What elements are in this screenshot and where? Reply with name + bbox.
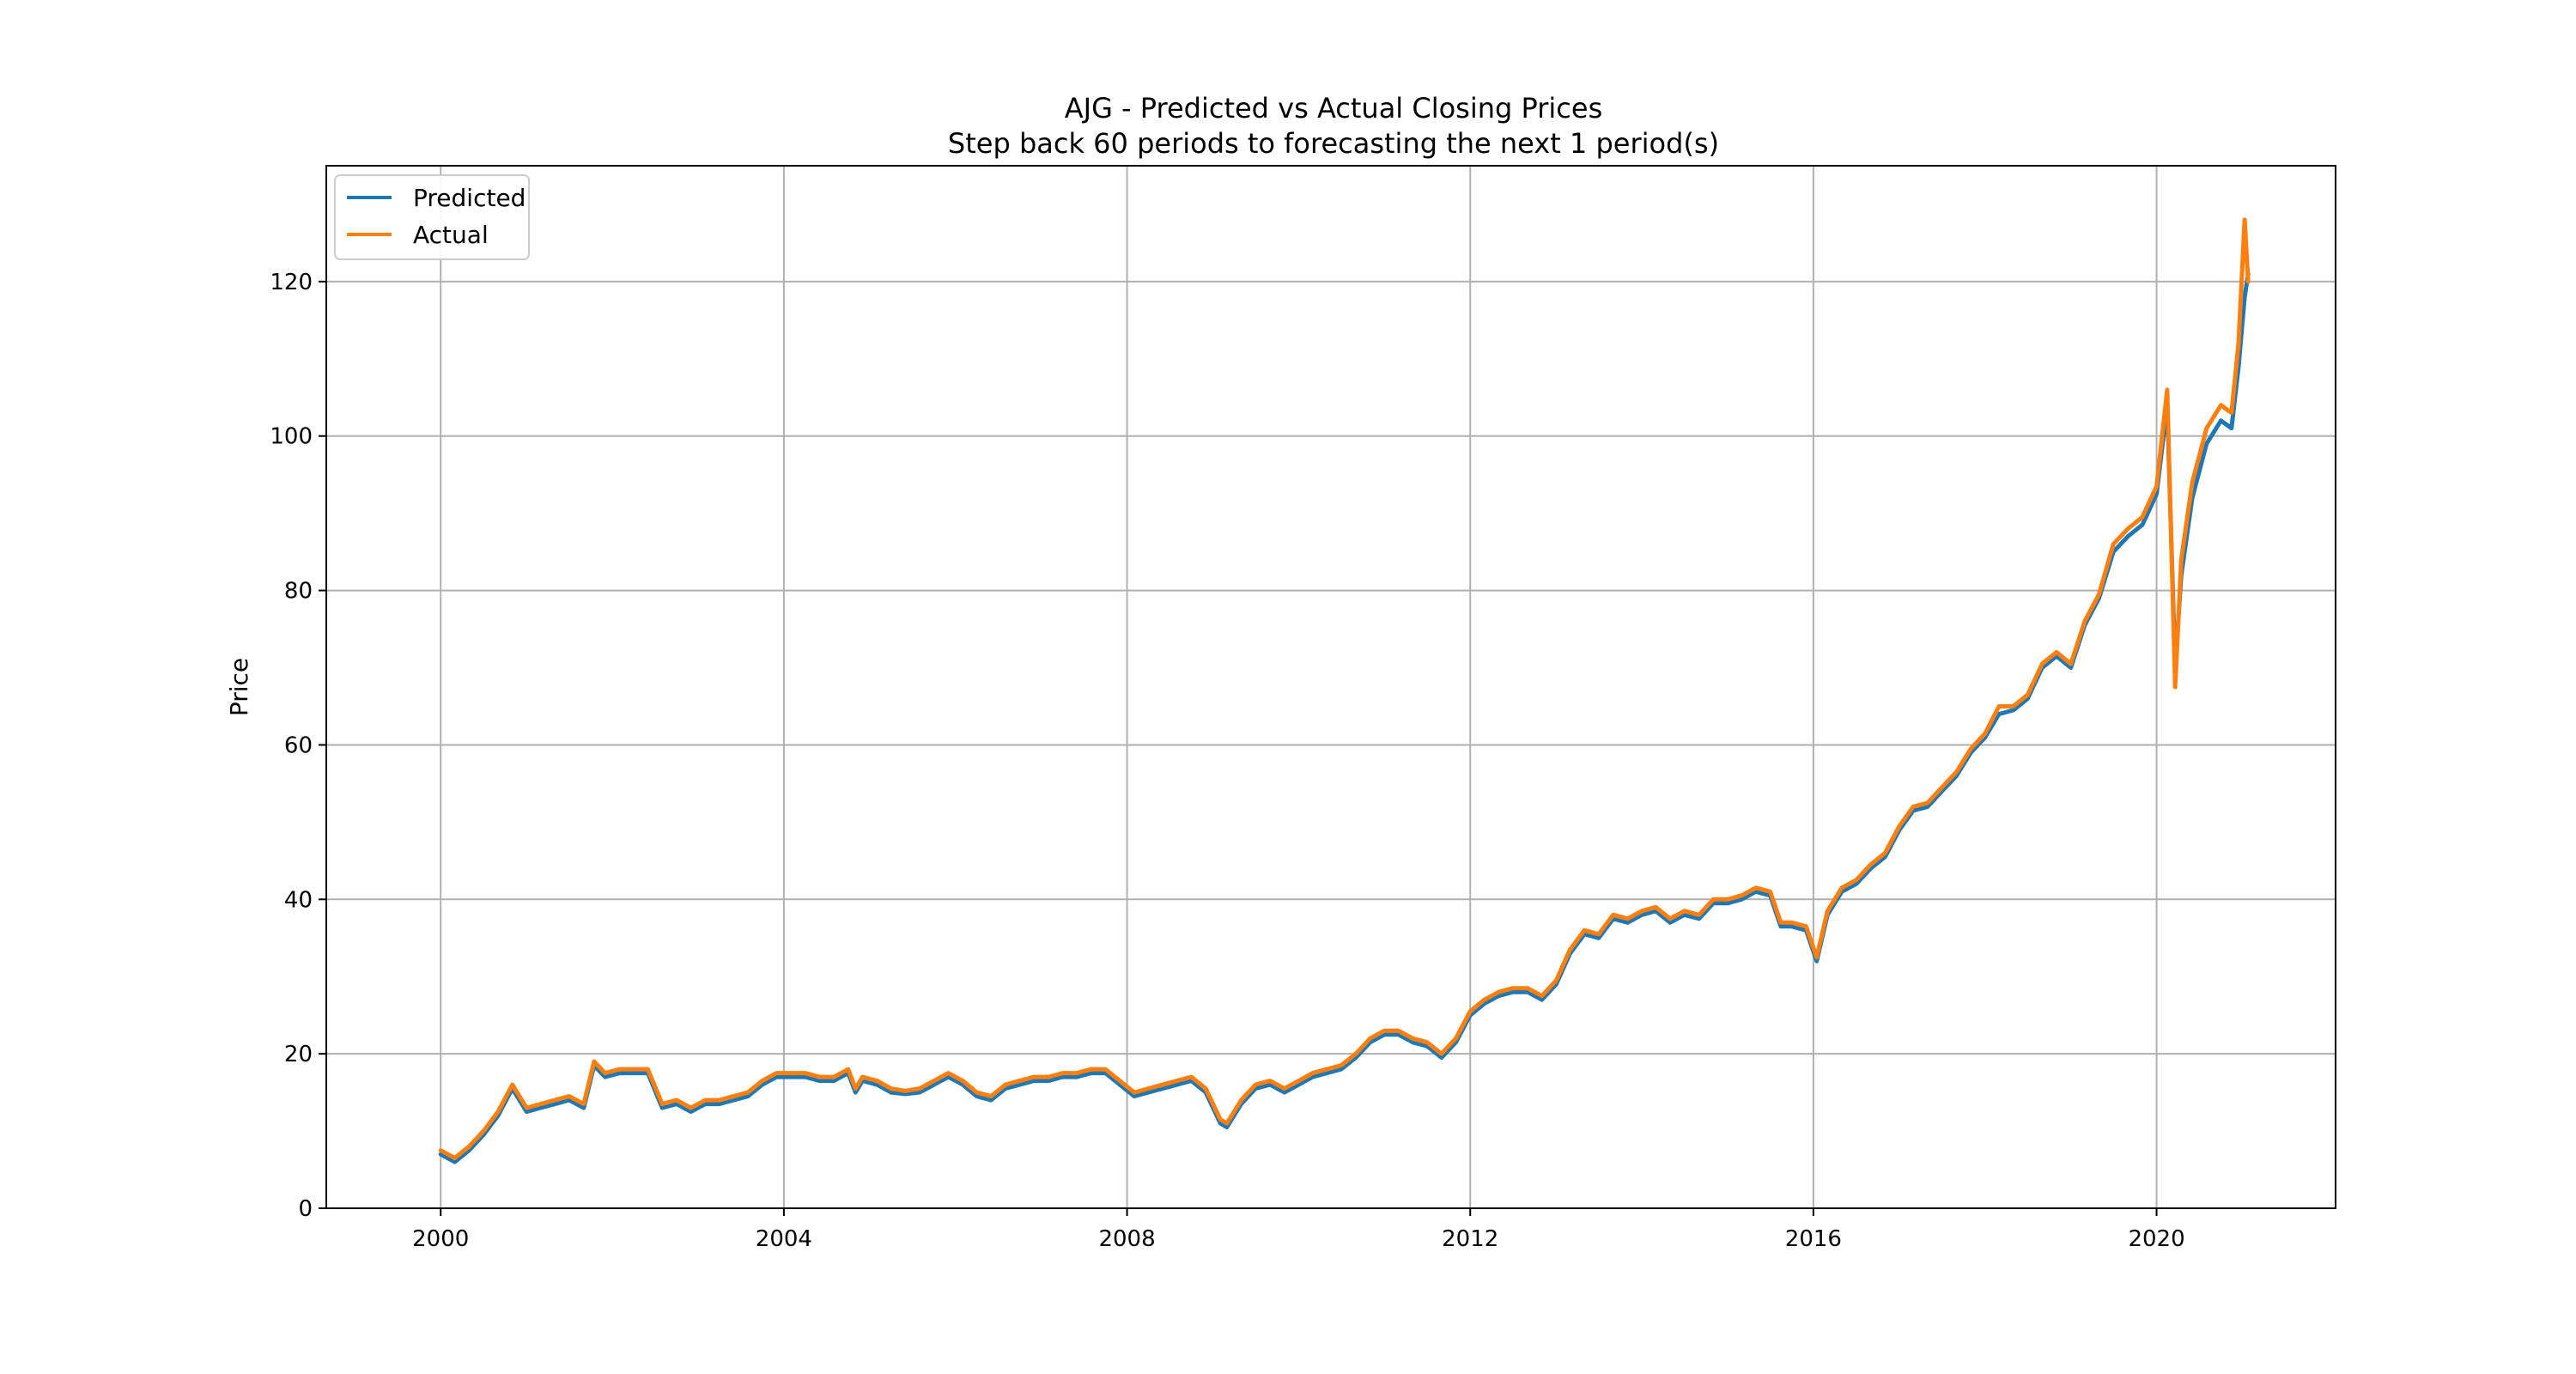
plot-frame — [325, 165, 2336, 1209]
x-tick-label: 2004 — [756, 1226, 812, 1252]
y-tick-label: 120 — [270, 270, 313, 295]
y-tick-label: 40 — [284, 887, 313, 913]
grid-lines — [326, 166, 2336, 1209]
series-line-actual — [438, 217, 2251, 1160]
y-tick-label: 20 — [284, 1042, 313, 1067]
plot-area — [438, 217, 2251, 1164]
y-axis-label: Price — [225, 658, 253, 716]
x-tick-label: 2012 — [1442, 1226, 1498, 1252]
x-tick-label: 2000 — [412, 1226, 469, 1252]
y-tick-label: 80 — [284, 579, 313, 605]
x-tick-label: 2020 — [2128, 1226, 2184, 1252]
y-tick-label: 60 — [284, 733, 313, 758]
legend-label-predicted: Predicted — [413, 184, 526, 212]
y-tick-label: 100 — [270, 424, 313, 450]
legend-label-actual: Actual — [413, 221, 489, 249]
y-axis: 0 20 40 60 80 100 120 — [270, 270, 326, 1222]
chart-title: AJG - Predicted vs Actual Closing Prices — [1065, 92, 1602, 125]
series-line-predicted — [438, 271, 2251, 1164]
legend: Predicted Actual — [334, 174, 530, 260]
chart-subtitle: Step back 60 periods to forecasting the … — [948, 127, 1719, 160]
x-axis: 2000 2004 2008 2012 2016 2020 — [412, 1208, 2185, 1252]
y-tick-label: 0 — [298, 1196, 313, 1222]
x-tick-label: 2008 — [1098, 1226, 1155, 1252]
x-tick-label: 2016 — [1785, 1226, 1842, 1252]
